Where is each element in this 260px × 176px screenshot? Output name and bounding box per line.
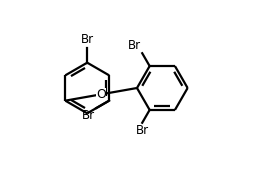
- Text: Br: Br: [136, 124, 149, 137]
- Text: Br: Br: [128, 39, 141, 52]
- Text: Br: Br: [82, 109, 95, 122]
- Text: Br: Br: [81, 33, 94, 46]
- Text: O: O: [96, 88, 106, 101]
